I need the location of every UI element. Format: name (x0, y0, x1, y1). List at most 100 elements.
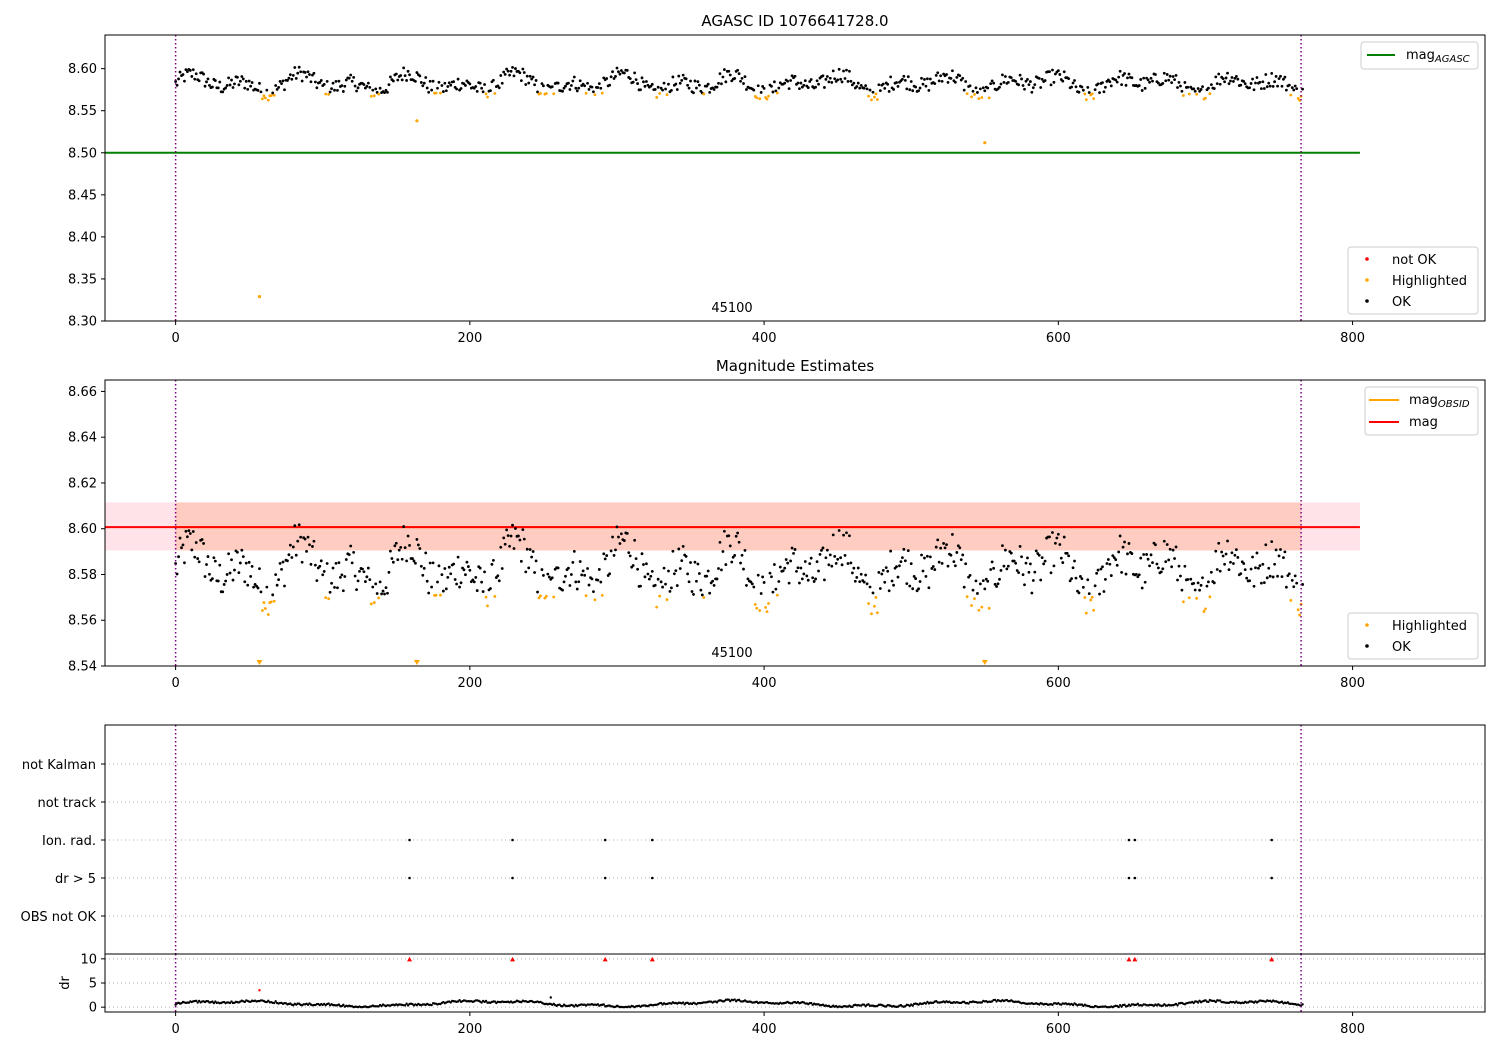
flag-label: not Kalman (22, 758, 96, 773)
dr-point (403, 1004, 407, 1007)
ok-point (256, 89, 260, 92)
ok-point (778, 565, 782, 569)
ok-point (1183, 564, 1187, 568)
ok-point (474, 575, 478, 579)
highlighted-point (493, 92, 497, 95)
ok-point (296, 539, 300, 543)
ok-point (959, 558, 963, 562)
ok-point (290, 556, 294, 559)
ok-point (605, 554, 609, 557)
ok-point (309, 80, 313, 84)
ok-point (562, 580, 566, 584)
ok-point (356, 86, 360, 90)
highlighted-point (261, 97, 264, 101)
ok-point (933, 82, 937, 86)
ok-point (294, 553, 298, 557)
dr-point (862, 1003, 866, 1006)
ok-point (1174, 73, 1178, 77)
ok-point (1151, 561, 1154, 565)
dr-point (1280, 1000, 1284, 1003)
ok-point (1139, 556, 1143, 560)
ok-point (1249, 82, 1253, 85)
ok-point (786, 79, 790, 83)
ok-point (909, 80, 913, 83)
highlighted-point (973, 597, 976, 601)
ok-point (612, 554, 616, 557)
ok-point (1221, 77, 1225, 81)
ok-point (337, 79, 341, 83)
ok-point (406, 69, 410, 73)
ok-point (271, 91, 275, 95)
highlighted-point (484, 595, 488, 599)
ok-point (720, 82, 723, 86)
ok-point (499, 545, 503, 549)
highlighted-point (764, 605, 767, 609)
ok-point (547, 575, 551, 579)
ok-point (771, 90, 775, 94)
ok-point (615, 525, 619, 529)
ok-point (514, 67, 517, 70)
ok-point (921, 569, 925, 573)
dr-point (659, 1001, 663, 1005)
p1-ytick-label: 8.55 (68, 104, 97, 119)
ok-point (1012, 559, 1016, 563)
ok-point (1234, 548, 1238, 552)
p1-ytick-label: 8.60 (68, 62, 97, 77)
ok-point (203, 84, 207, 88)
ok-point (1265, 85, 1269, 89)
ok-point (231, 578, 235, 582)
ok-point (1282, 77, 1285, 81)
ok-point (787, 581, 791, 585)
dr-point (274, 1000, 277, 1003)
ok-point (602, 552, 606, 556)
ok-point (1146, 78, 1150, 82)
ok-point (586, 81, 589, 85)
ok-point (920, 76, 923, 80)
ok-point (402, 525, 406, 528)
ok-point (815, 560, 819, 564)
ok-point (483, 83, 486, 86)
dr-point (327, 1002, 330, 1005)
ok-point (695, 579, 698, 583)
ok-point (524, 83, 528, 86)
ok-point (1034, 549, 1038, 553)
ok-point (230, 558, 233, 562)
ok-point (737, 72, 741, 76)
ok-point (998, 577, 1001, 581)
ok-point (903, 79, 907, 82)
ok-point (1224, 76, 1228, 80)
ok-point (736, 531, 740, 535)
ok-point (790, 546, 794, 550)
panel-2-title: Magnitude Estimates (716, 357, 874, 375)
ok-point (181, 73, 185, 76)
ok-point (227, 552, 230, 556)
ok-point (353, 84, 357, 88)
p1-0-xtick-label: 600 (1046, 331, 1071, 346)
ok-point (333, 88, 336, 92)
ok-point (1242, 80, 1246, 83)
ok-point (934, 545, 938, 549)
ok-point (246, 583, 250, 587)
ok-point (923, 78, 926, 81)
ok-point (631, 564, 635, 567)
ok-point (721, 550, 725, 553)
ok-point (681, 544, 685, 548)
ok-point (567, 566, 570, 570)
ok-point (218, 80, 222, 84)
dr-point (727, 998, 730, 1001)
ok-point (1127, 542, 1131, 545)
ok-point (852, 566, 856, 570)
dr-point (197, 999, 201, 1003)
ok-point (447, 81, 451, 85)
ok-point (286, 79, 289, 82)
ok-point (712, 88, 716, 91)
ok-point (837, 529, 841, 532)
ok-point (1193, 588, 1197, 592)
ok-point (1142, 76, 1146, 80)
ok-point (1079, 575, 1082, 578)
ok-point (247, 79, 251, 83)
ok-point (1024, 79, 1028, 83)
highlighted-point (263, 96, 267, 100)
dr-point (561, 1005, 564, 1008)
ok-point (937, 560, 941, 564)
